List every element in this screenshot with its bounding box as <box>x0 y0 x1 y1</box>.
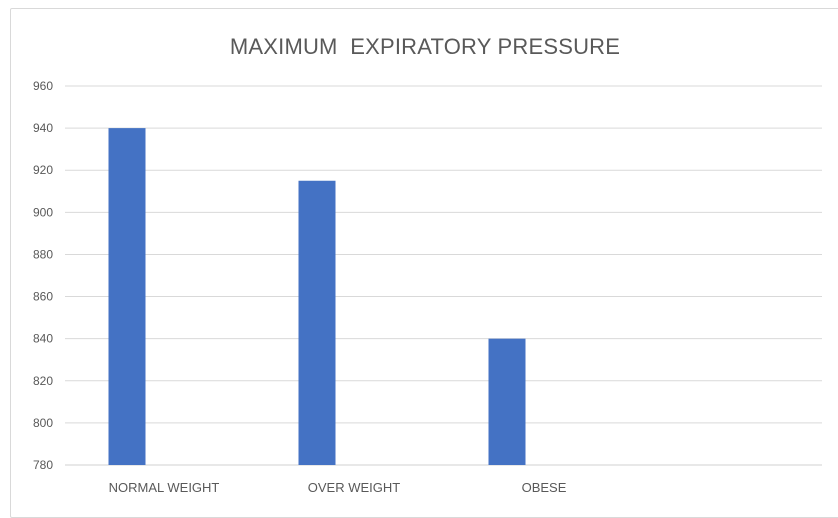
bar-normal-weight <box>108 128 146 465</box>
chart-frame <box>10 8 838 518</box>
x-axis-categories: NORMAL WEIGHT OVER WEIGHT OBESE <box>109 480 567 495</box>
x-category-label: OBESE <box>522 480 567 495</box>
y-tick-label: 900 <box>33 205 53 219</box>
y-tick-label: 920 <box>33 163 53 177</box>
bar-over-weight <box>298 180 336 465</box>
y-axis-ticks: 780 800 820 840 860 880 900 920 940 960 <box>33 79 53 472</box>
y-tick-label: 820 <box>33 374 53 388</box>
y-tick-label: 960 <box>33 79 53 93</box>
y-tick-label: 860 <box>33 290 53 304</box>
bars <box>108 128 526 465</box>
y-tick-label: 880 <box>33 247 53 261</box>
y-tick-label: 800 <box>33 416 53 430</box>
y-tick-label: 780 <box>33 458 53 472</box>
chart-title: MAXIMUM EXPIRATORY PRESSURE <box>229 34 621 59</box>
bar-obese <box>488 338 526 465</box>
x-category-label: NORMAL WEIGHT <box>109 480 220 495</box>
y-tick-label: 940 <box>33 121 53 135</box>
gridlines <box>65 85 822 466</box>
bar-chart: 780 800 820 840 860 880 900 920 940 960 NORMAL WE… <box>33 79 822 495</box>
y-tick-label: 840 <box>33 332 53 346</box>
x-category-label: OVER WEIGHT <box>308 480 401 495</box>
